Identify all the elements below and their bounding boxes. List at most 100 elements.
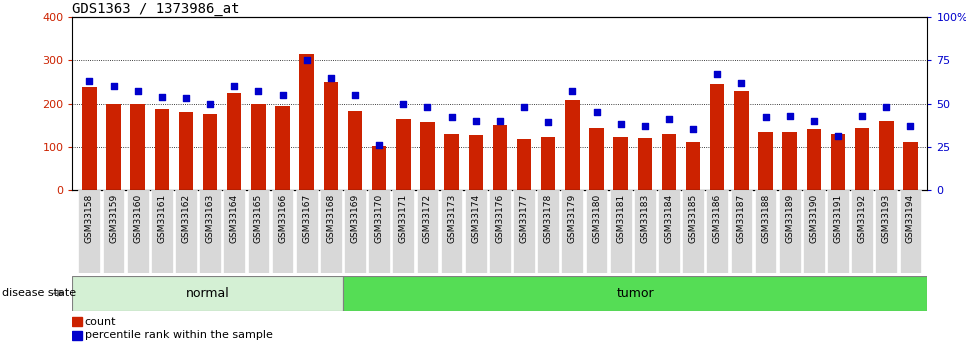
FancyBboxPatch shape <box>368 190 390 273</box>
Text: GSM33165: GSM33165 <box>254 194 263 243</box>
FancyBboxPatch shape <box>175 190 197 273</box>
Text: GSM33193: GSM33193 <box>882 194 891 243</box>
Point <box>564 89 580 94</box>
Bar <box>444 134 459 190</box>
FancyBboxPatch shape <box>223 190 245 273</box>
FancyBboxPatch shape <box>827 190 849 273</box>
Bar <box>372 146 386 190</box>
FancyBboxPatch shape <box>706 190 728 273</box>
Bar <box>396 119 411 190</box>
Bar <box>807 129 821 190</box>
FancyBboxPatch shape <box>199 190 221 273</box>
Point <box>782 113 798 118</box>
Point <box>757 115 773 120</box>
Point <box>806 118 821 124</box>
Point <box>734 80 750 86</box>
FancyBboxPatch shape <box>610 190 632 273</box>
Point <box>661 116 676 122</box>
Bar <box>275 106 290 190</box>
Text: GSM33173: GSM33173 <box>447 194 456 243</box>
Text: GSM33171: GSM33171 <box>399 194 408 243</box>
Text: GSM33192: GSM33192 <box>858 194 867 243</box>
FancyBboxPatch shape <box>875 190 897 273</box>
Bar <box>72 276 343 310</box>
Text: GSM33172: GSM33172 <box>423 194 432 243</box>
FancyBboxPatch shape <box>682 190 704 273</box>
FancyBboxPatch shape <box>754 190 777 273</box>
FancyBboxPatch shape <box>271 190 294 273</box>
Text: GSM33180: GSM33180 <box>592 194 601 243</box>
Text: GSM33163: GSM33163 <box>206 194 214 243</box>
Text: GSM33174: GSM33174 <box>471 194 480 243</box>
Point <box>444 115 460 120</box>
Bar <box>179 112 193 190</box>
Point <box>275 92 291 98</box>
Text: GSM33191: GSM33191 <box>834 194 842 243</box>
Text: disease state: disease state <box>2 288 76 298</box>
Text: count: count <box>85 317 116 327</box>
Bar <box>686 142 700 190</box>
FancyBboxPatch shape <box>851 190 873 273</box>
Point <box>879 104 895 110</box>
FancyBboxPatch shape <box>102 190 125 273</box>
Point <box>226 83 242 89</box>
Point <box>371 142 386 148</box>
Bar <box>348 111 362 190</box>
Text: GSM33181: GSM33181 <box>616 194 625 243</box>
FancyBboxPatch shape <box>465 190 487 273</box>
FancyBboxPatch shape <box>489 190 511 273</box>
Text: GSM33159: GSM33159 <box>109 194 118 243</box>
Bar <box>855 128 869 190</box>
Bar <box>565 100 580 190</box>
Bar <box>662 134 676 190</box>
Text: normal: normal <box>185 287 230 300</box>
Text: GSM33169: GSM33169 <box>351 194 359 243</box>
Point <box>469 118 484 124</box>
Point <box>855 113 870 118</box>
Text: GSM33186: GSM33186 <box>713 194 722 243</box>
Point <box>517 104 532 110</box>
Text: GSM33168: GSM33168 <box>327 194 335 243</box>
Point <box>831 134 846 139</box>
FancyBboxPatch shape <box>634 190 656 273</box>
FancyBboxPatch shape <box>658 190 680 273</box>
Point <box>179 96 194 101</box>
Point <box>709 71 724 77</box>
Text: GSM33177: GSM33177 <box>520 194 528 243</box>
Point <box>130 89 146 94</box>
FancyBboxPatch shape <box>392 190 414 273</box>
Bar <box>72 331 82 340</box>
Bar <box>541 137 555 190</box>
FancyBboxPatch shape <box>344 190 366 273</box>
Point <box>419 104 435 110</box>
Bar <box>130 104 145 190</box>
Point <box>541 120 556 125</box>
Bar <box>493 125 507 190</box>
Text: GSM33189: GSM33189 <box>785 194 794 243</box>
FancyBboxPatch shape <box>585 190 608 273</box>
Point <box>613 121 629 127</box>
FancyBboxPatch shape <box>537 190 559 273</box>
Text: GSM33160: GSM33160 <box>133 194 142 243</box>
Text: GSM33170: GSM33170 <box>375 194 384 243</box>
FancyBboxPatch shape <box>151 190 173 273</box>
Text: GSM33158: GSM33158 <box>85 194 94 243</box>
Bar <box>831 134 845 190</box>
Text: GSM33164: GSM33164 <box>230 194 239 243</box>
Point <box>638 123 653 129</box>
Text: GSM33179: GSM33179 <box>568 194 577 243</box>
Point <box>492 118 508 124</box>
FancyBboxPatch shape <box>561 190 583 273</box>
FancyBboxPatch shape <box>247 190 270 273</box>
Point <box>589 109 605 115</box>
Point <box>155 94 170 99</box>
Bar <box>469 135 483 190</box>
Text: GSM33167: GSM33167 <box>302 194 311 243</box>
FancyBboxPatch shape <box>803 190 825 273</box>
Text: GSM33188: GSM33188 <box>761 194 770 243</box>
Text: GSM33166: GSM33166 <box>278 194 287 243</box>
FancyBboxPatch shape <box>730 190 753 273</box>
Bar <box>710 84 724 190</box>
Point <box>251 89 267 94</box>
FancyBboxPatch shape <box>78 190 100 273</box>
